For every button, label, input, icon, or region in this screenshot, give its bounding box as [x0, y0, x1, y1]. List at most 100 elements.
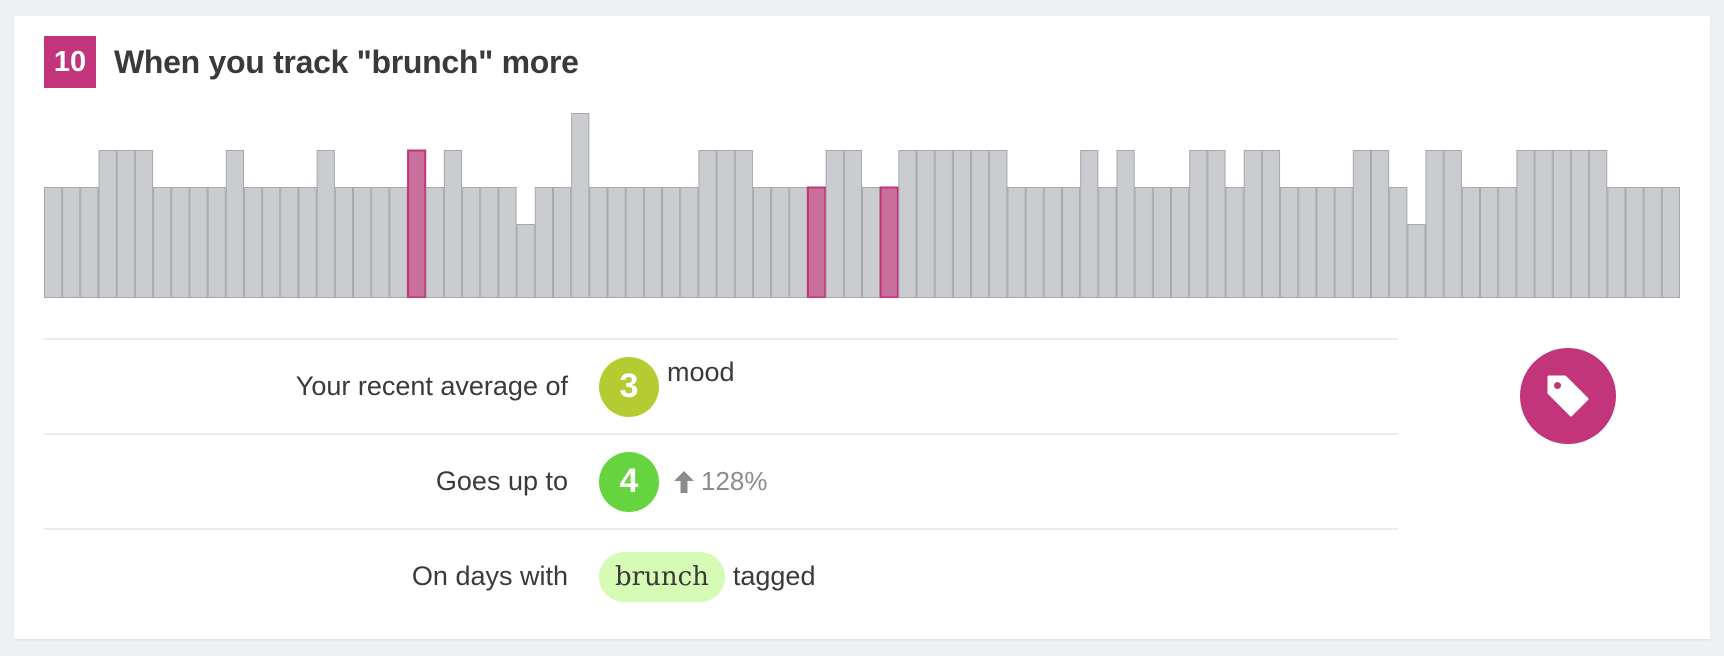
chart-bar [516, 224, 535, 298]
chart-bar [680, 187, 699, 298]
chart-bar [971, 150, 990, 298]
tag-row-value: brunch tagged [599, 530, 815, 623]
chart-bar [116, 150, 135, 298]
chart-bar [1516, 150, 1535, 298]
chart-bar [752, 187, 772, 298]
chart-bar [207, 187, 226, 298]
chart-bar-highlighted [806, 186, 827, 298]
chart-bar [1189, 150, 1208, 298]
chart-bar [571, 113, 590, 298]
average-label: Your recent average of [295, 371, 568, 401]
chart-bar [225, 150, 244, 298]
chart-bar-highlighted [407, 149, 427, 298]
chart-bar [1152, 187, 1172, 298]
chart-bar [134, 150, 154, 298]
rank-badge: 10 [44, 36, 96, 88]
chart-bar [1552, 150, 1571, 298]
tag-button[interactable] [1520, 348, 1616, 444]
chart-bar [1061, 187, 1081, 298]
chart-bar [1480, 187, 1499, 298]
goes-up-label: Goes up to [435, 466, 568, 496]
chart-bar [607, 187, 626, 298]
tag-pill[interactable]: brunch [599, 551, 725, 602]
chart-bar [916, 150, 935, 298]
chart-bar [1352, 150, 1371, 298]
chart-bar [625, 187, 644, 298]
chart-bar [662, 187, 681, 298]
chart-bar [771, 187, 790, 298]
average-value: 3 mood [599, 340, 735, 433]
chart-bar [898, 150, 917, 298]
chart-bar [334, 187, 354, 298]
arrow-up-icon [674, 470, 694, 493]
chart-bar [389, 187, 408, 298]
chart-bar [353, 187, 372, 298]
chart-bar [62, 187, 81, 298]
tag-row-label: On days with [411, 561, 568, 591]
chart-bar [1370, 150, 1390, 298]
chart-bar [243, 187, 263, 298]
mood-circle-average: 3 [599, 356, 659, 417]
chart-bar [80, 187, 99, 298]
tag-icon [1547, 375, 1589, 417]
mood-circle-improved: 4 [599, 451, 659, 512]
chart-bar [1098, 187, 1117, 298]
chart-bar [789, 187, 808, 298]
chart-bar [425, 187, 444, 298]
chart-bar [1443, 150, 1462, 298]
chart-bar [280, 187, 299, 298]
chart-bar [1498, 187, 1517, 298]
chart-bar [1534, 150, 1553, 298]
chart-bar [1007, 187, 1026, 298]
mood-history-chart [44, 108, 1680, 298]
goes-up-value: 4 128% [599, 435, 768, 528]
chart-bar [262, 187, 281, 298]
chart-bar [1116, 150, 1135, 298]
chart-bar [1225, 187, 1244, 298]
chart-bar [843, 150, 863, 298]
change-indicator: 128% [673, 466, 768, 497]
chart-bar [589, 187, 608, 298]
row-goes-up: Goes up to 4 128% [44, 433, 1398, 528]
chart-bar [1461, 187, 1481, 298]
chart-bar [298, 187, 317, 298]
chart-bar [44, 187, 63, 298]
chart-bar [1261, 150, 1281, 298]
chart-bar [498, 187, 517, 298]
chart-bar [734, 150, 753, 298]
chart-bar [1625, 187, 1644, 298]
chart-bar [1171, 187, 1190, 298]
chart-bar [862, 187, 881, 298]
chart-bar [1661, 187, 1680, 298]
insight-rows: Your recent average of 3 mood Goes up to… [44, 338, 1398, 623]
chart-bar [189, 187, 208, 298]
chart-bar [98, 150, 117, 298]
tagged-label: tagged [732, 561, 816, 591]
chart-bar [1316, 187, 1335, 298]
chart-bar [1043, 187, 1062, 298]
chart-bar-highlighted [879, 186, 899, 298]
chart-bar [1243, 150, 1262, 298]
chart-bar [716, 150, 735, 298]
chart-bar [825, 150, 844, 298]
chart-bar [1425, 150, 1444, 298]
chart-bar [934, 150, 953, 298]
chart-bar [989, 150, 1008, 298]
chart-bar [698, 150, 717, 298]
chart-bar [153, 187, 172, 298]
chart-bar [1570, 150, 1590, 298]
insight-title: When you track "brunch" more [114, 43, 579, 80]
row-average: Your recent average of 3 mood [44, 338, 1398, 433]
chart-bar [1407, 224, 1426, 298]
chart-bar [1643, 187, 1662, 298]
chart-bar [1334, 187, 1353, 298]
chart-bar [552, 187, 572, 298]
chart-bar [443, 150, 463, 298]
insight-card: 10 When you track "brunch" more Your rec… [14, 16, 1710, 639]
chart-bar [1589, 150, 1608, 298]
chart-bar [1298, 187, 1317, 298]
chart-bar [462, 187, 481, 298]
chart-bar [1134, 187, 1153, 298]
chart-bar [534, 187, 553, 298]
chart-bar [1025, 187, 1044, 298]
